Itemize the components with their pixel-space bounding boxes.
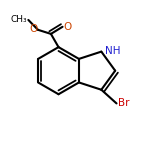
Text: O: O <box>29 24 37 34</box>
Text: NH: NH <box>105 46 121 56</box>
Text: CH₃: CH₃ <box>11 16 28 24</box>
Text: O: O <box>63 22 72 32</box>
Text: Br: Br <box>118 98 130 108</box>
